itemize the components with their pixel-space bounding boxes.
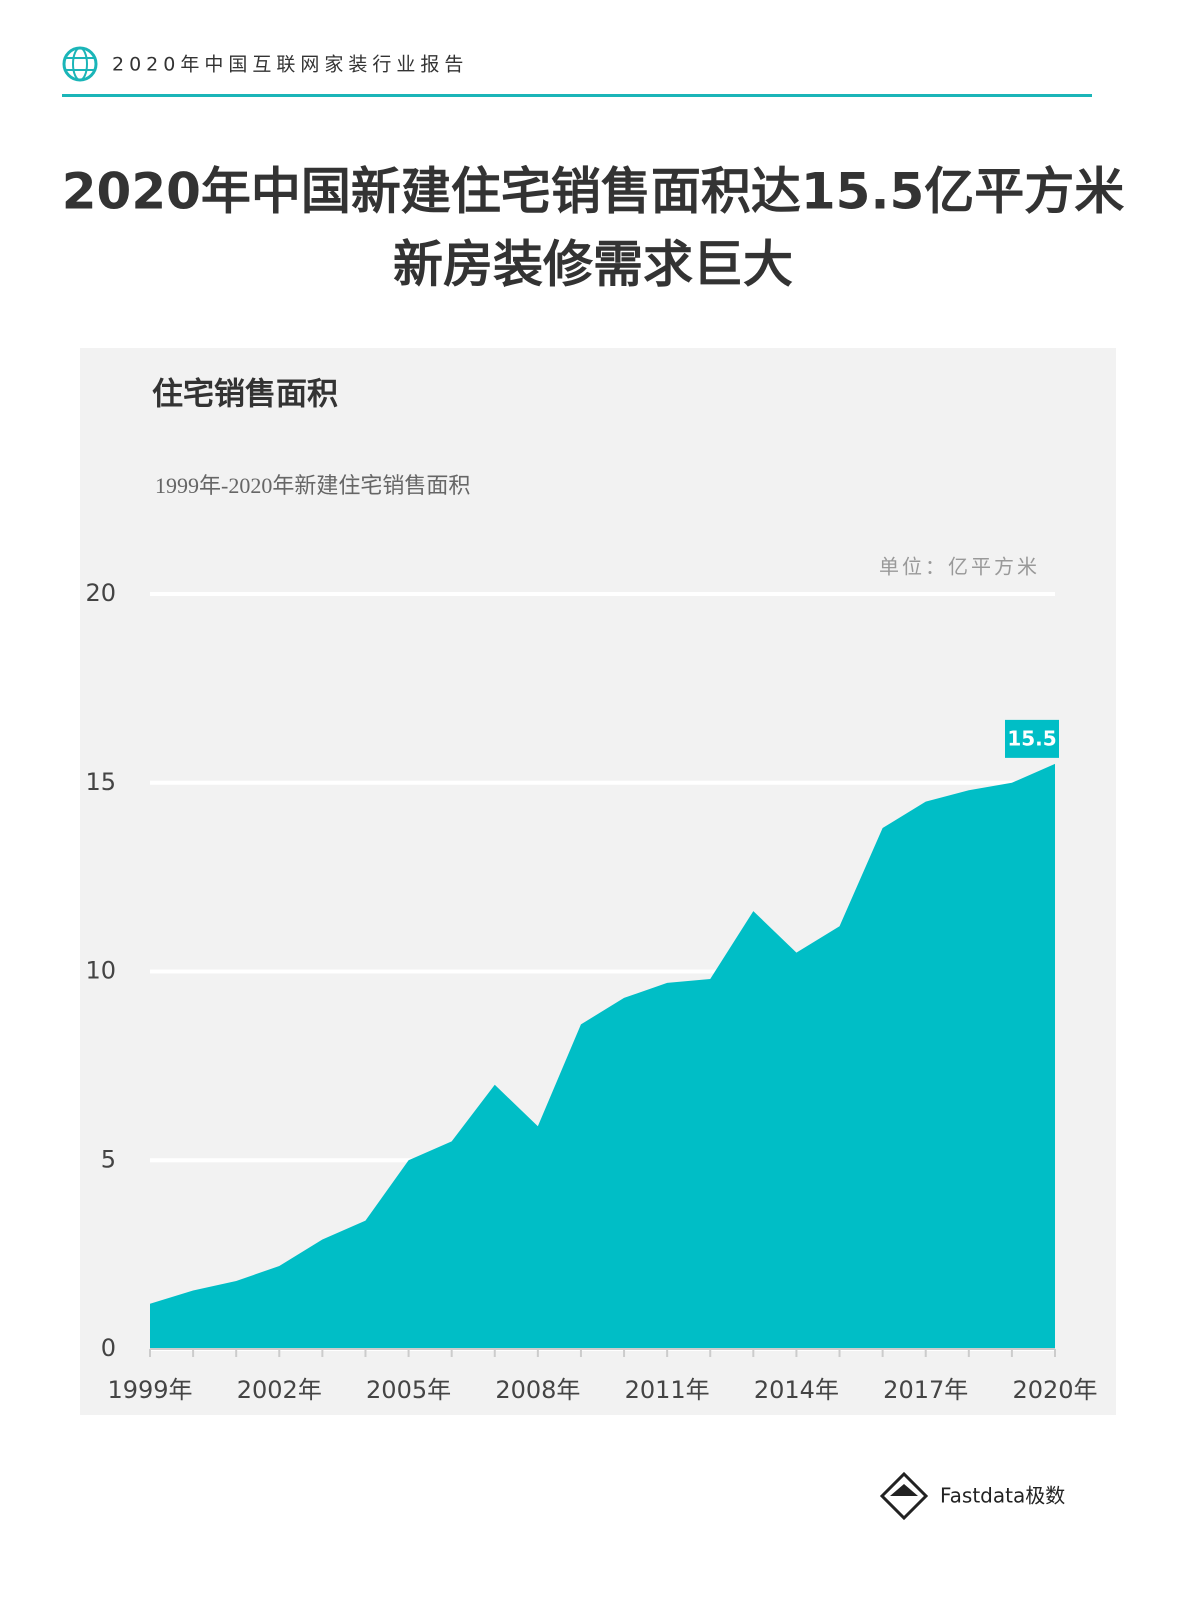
plot: 0 5 10 15 20 1999年 2002年 2005年 2008年 2011年 2014年 20… <box>85 579 1097 1404</box>
y-tick-label: 5 <box>101 1145 116 1173</box>
logo-icon <box>879 1471 929 1521</box>
headline: 2020年中国新建住宅销售面积达15.5亿平方米 <box>62 163 1125 221</box>
header-rule <box>62 94 1092 97</box>
x-tick-label: 2005年 <box>366 1376 451 1404</box>
y-tick-label: 15 <box>85 768 116 796</box>
x-tick-label: 2014年 <box>754 1376 839 1404</box>
value-label: 15.5 <box>1007 726 1056 750</box>
x-tick-label: 2008年 <box>495 1376 580 1404</box>
headline: 新房装修需求巨大 <box>393 236 793 294</box>
area <box>150 763 1055 1349</box>
y-tick-label: 20 <box>85 579 116 607</box>
globe-icon <box>62 46 98 82</box>
y-tick-label: 0 <box>101 1334 116 1362</box>
header-title: 2020年中国互联网家装行业报告 <box>112 54 468 76</box>
chart-title: 住宅销售面积 <box>152 377 338 413</box>
x-tick-label: 2002年 <box>237 1376 322 1404</box>
globe-icon-meridian <box>72 47 88 81</box>
value-label-box <box>1005 719 1059 758</box>
logo-text: Fastdata极数 <box>940 1484 1065 1508</box>
x-tick-label: 2020年 <box>1012 1376 1097 1404</box>
unit-note: 单位：亿平方米 <box>879 555 1040 579</box>
chart-subtitle: 1999年-2020年新建住宅销售面积 <box>155 473 470 498</box>
y-tick-label: 10 <box>85 957 116 985</box>
logo-icon-peak <box>890 1484 918 1496</box>
x-tick-label: 2011年 <box>625 1376 710 1404</box>
x-tick-label: 1999年 <box>107 1376 192 1404</box>
x-tick-label: 2017年 <box>883 1376 968 1404</box>
